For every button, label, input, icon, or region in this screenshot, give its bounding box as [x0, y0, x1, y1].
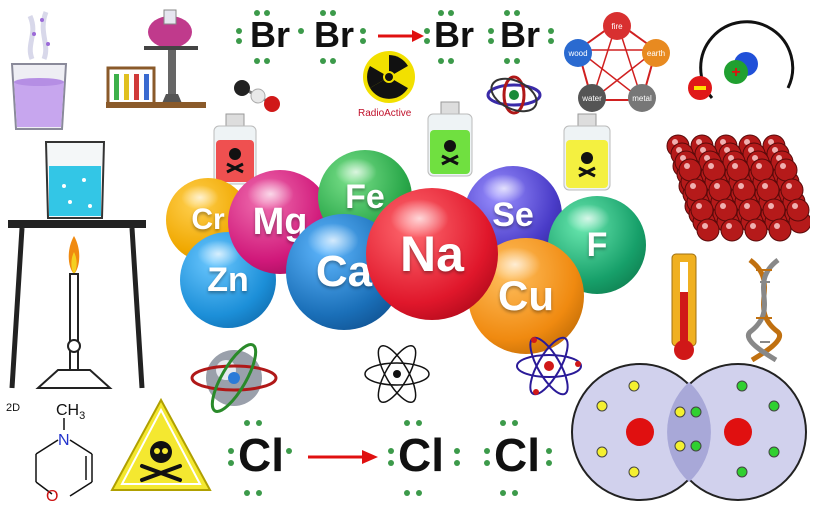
poison-bottle-yellow	[563, 113, 611, 191]
chlorine-atom-symbol: Cl	[398, 429, 444, 481]
element-ball-na: Na	[366, 188, 498, 320]
crystal-lattice-icon	[666, 134, 810, 242]
lattice-sphere	[744, 218, 768, 242]
element-metal-label: metal	[632, 94, 652, 103]
lattice-sphere	[684, 178, 708, 202]
lattice-sphere	[696, 218, 720, 242]
element-symbol: Cu	[498, 272, 554, 319]
lattice-sphere	[750, 158, 774, 182]
molecule-model-icon	[234, 80, 280, 112]
bunsen-stand-illustration	[106, 9, 206, 108]
lattice-sphere	[702, 158, 726, 182]
lattice-sphere	[720, 218, 744, 242]
five-elements-wheel: fire wood earth water metal	[564, 12, 670, 112]
poison-bottle-green	[427, 101, 473, 177]
nitrogen-atom-label: N	[58, 432, 70, 449]
element-symbol: Na	[400, 226, 464, 282]
lattice-sphere	[768, 218, 792, 242]
atom-icon-purple	[516, 336, 582, 396]
element-symbol: Zn	[207, 260, 249, 299]
lattice-sphere	[726, 158, 750, 182]
atom-icon	[364, 344, 430, 404]
element-symbol: F	[586, 225, 608, 264]
methyl-group-label: CH3	[56, 402, 86, 423]
chlorine-reaction-equation: Cl Cl Cl	[228, 418, 568, 502]
element-symbol: Se	[492, 195, 534, 234]
radioactive-label: RadioActive	[358, 108, 412, 119]
element-earth-label: earth	[647, 49, 665, 58]
lattice-sphere	[690, 198, 714, 222]
bromine-atom-symbol: Br	[500, 14, 541, 55]
poison-bottle-red	[213, 113, 257, 185]
dna-helix-icon	[745, 258, 783, 362]
metal-atom-icon	[190, 343, 278, 413]
covalent-bond-diagram	[571, 363, 807, 501]
chlorine-atom-symbol: Cl	[494, 429, 540, 481]
bromine-atom-symbol: Br	[434, 14, 475, 55]
element-wood-label: wood	[567, 49, 587, 58]
chlorine-atom-symbol: Cl	[238, 429, 284, 481]
lattice-sphere	[738, 198, 762, 222]
element-water-label: water	[581, 94, 602, 103]
lattice-sphere	[714, 198, 738, 222]
bromine-atom-symbol: Br	[250, 14, 291, 55]
structure-2d-label: 2D	[6, 402, 21, 414]
oxygen-atom-label: O	[46, 488, 59, 505]
element-symbol: Ca	[315, 247, 373, 296]
toxic-warning-icon	[110, 397, 212, 491]
lattice-sphere	[762, 198, 786, 222]
lattice-sphere	[774, 158, 798, 182]
orbital-model-icon	[486, 75, 542, 115]
charged-atom-icon: +	[688, 20, 795, 100]
radioactive-icon	[363, 51, 415, 103]
bromine-atom-symbol: Br	[314, 14, 355, 55]
lattice-sphere	[786, 198, 810, 222]
reaction-arrow	[378, 30, 424, 42]
lattice-sphere	[732, 178, 756, 202]
lattice-sphere	[678, 158, 702, 182]
lattice-sphere	[756, 178, 780, 202]
lattice-sphere	[780, 178, 804, 202]
burner-water-beaker	[8, 141, 146, 389]
lattice-sphere	[708, 178, 732, 202]
purple-beaker-illustration	[10, 11, 68, 130]
bromine-reaction-equation: Br Br Br Br	[232, 10, 562, 66]
svg-text:+: +	[731, 64, 740, 81]
element-fire-label: fire	[611, 22, 623, 31]
element-symbol: Fe	[345, 177, 385, 216]
chemical-structure-diagram	[35, 418, 93, 497]
reaction-arrow	[308, 450, 378, 464]
thermometer-icon	[671, 253, 697, 360]
